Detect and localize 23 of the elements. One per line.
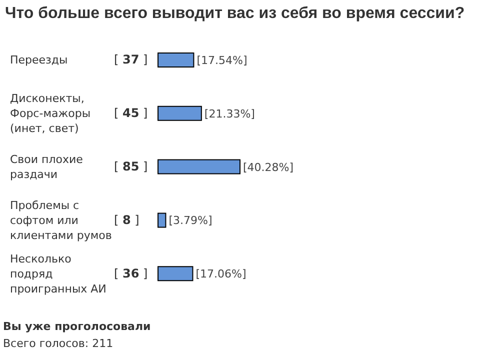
chart-title: Что больше всего выводит вас из себя во время сессии?: [5, 5, 465, 23]
text: [ 45 ]: [114, 106, 148, 120]
y-tick-label: Переезды: [10, 54, 68, 67]
y-tick-label: Дисконекты, Форс-мажоры (инет, свет): [10, 92, 91, 136]
bar: [158, 266, 194, 282]
data-label: [3.79%]: [168, 214, 212, 228]
bar: [158, 212, 166, 228]
y-tick-label: Несколько подряд проигранных АИ: [10, 252, 106, 296]
text: Вы уже проголосовали: [3, 320, 151, 333]
data-label: [17.54%]: [196, 54, 248, 67]
data-label: [17.06%]: [196, 268, 246, 281]
text: [ 36 ]: [114, 266, 148, 280]
bar: [158, 159, 240, 174]
text: [ 8 ]: [114, 212, 140, 227]
data-label: [21.33%]: [204, 107, 255, 120]
text: [ 85 ]: [114, 160, 148, 174]
bar: [158, 52, 194, 68]
y-tick-label: Проблемы с софтом или клиентами румов: [10, 198, 112, 242]
text: [ 37 ]: [114, 52, 148, 67]
bar: [158, 106, 202, 121]
text: Всего голосов: 211: [3, 337, 114, 350]
data-label: [40.28%]: [243, 160, 294, 174]
y-tick-label: Свои плохие раздачи: [10, 153, 84, 181]
